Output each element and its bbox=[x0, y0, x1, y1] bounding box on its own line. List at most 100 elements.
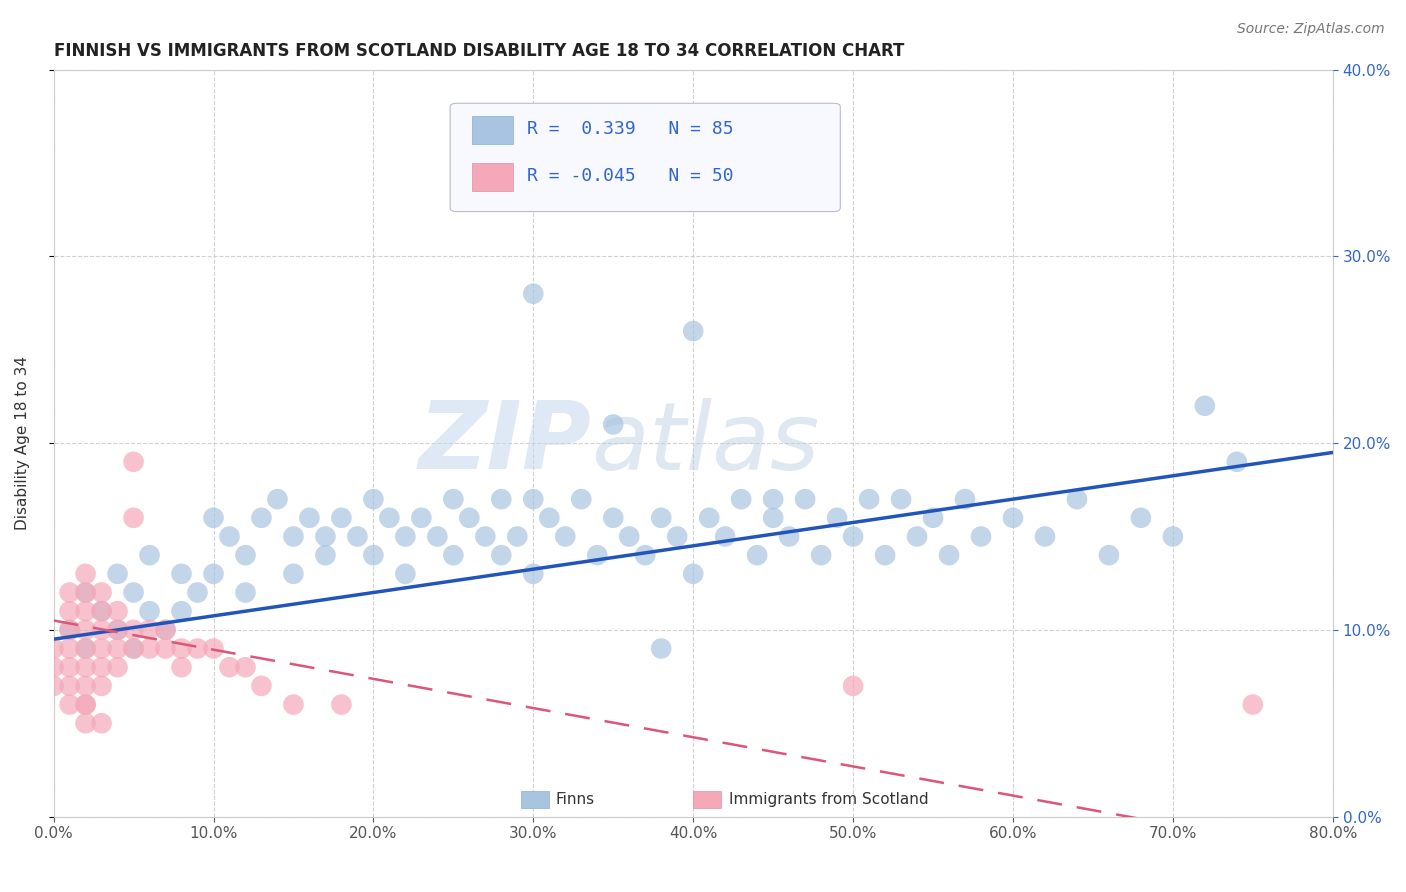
Point bbox=[426, 529, 449, 543]
Point bbox=[75, 641, 97, 656]
Point bbox=[218, 660, 240, 674]
Point bbox=[330, 511, 353, 525]
Point bbox=[602, 511, 624, 525]
Bar bbox=[693, 791, 721, 807]
Point bbox=[586, 548, 609, 562]
Point bbox=[682, 566, 704, 581]
Point bbox=[59, 641, 82, 656]
Point bbox=[682, 324, 704, 338]
Point bbox=[394, 529, 416, 543]
Point bbox=[59, 660, 82, 674]
FancyBboxPatch shape bbox=[450, 103, 841, 211]
Point bbox=[59, 604, 82, 618]
Point bbox=[842, 679, 865, 693]
Bar bbox=[472, 116, 513, 145]
Point bbox=[75, 585, 97, 599]
Point bbox=[1033, 529, 1056, 543]
Text: Finns: Finns bbox=[555, 792, 595, 807]
Point bbox=[730, 492, 752, 507]
Point bbox=[59, 698, 82, 712]
Point bbox=[170, 566, 193, 581]
Point bbox=[858, 492, 880, 507]
Point bbox=[90, 604, 112, 618]
Point bbox=[522, 286, 544, 301]
Point bbox=[363, 548, 385, 562]
Point bbox=[411, 511, 433, 525]
Point bbox=[842, 529, 865, 543]
Point bbox=[90, 585, 112, 599]
Point bbox=[75, 716, 97, 731]
Point bbox=[538, 511, 561, 525]
Point bbox=[107, 641, 129, 656]
Text: Source: ZipAtlas.com: Source: ZipAtlas.com bbox=[1237, 22, 1385, 37]
Point bbox=[474, 529, 496, 543]
Point bbox=[650, 511, 672, 525]
Point bbox=[747, 548, 769, 562]
Point bbox=[569, 492, 592, 507]
Text: Immigrants from Scotland: Immigrants from Scotland bbox=[730, 792, 928, 807]
Text: atlas: atlas bbox=[591, 398, 820, 489]
Point bbox=[778, 529, 800, 543]
Point bbox=[235, 660, 257, 674]
Point bbox=[1098, 548, 1121, 562]
Point bbox=[762, 511, 785, 525]
Point bbox=[762, 492, 785, 507]
Point bbox=[75, 585, 97, 599]
Point bbox=[59, 623, 82, 637]
Point bbox=[59, 623, 82, 637]
Point bbox=[170, 641, 193, 656]
Point bbox=[922, 511, 945, 525]
Point bbox=[1161, 529, 1184, 543]
Point bbox=[90, 604, 112, 618]
Y-axis label: Disability Age 18 to 34: Disability Age 18 to 34 bbox=[15, 356, 30, 530]
Point bbox=[90, 623, 112, 637]
Point bbox=[75, 698, 97, 712]
Point bbox=[522, 566, 544, 581]
Point bbox=[202, 566, 225, 581]
Point bbox=[330, 698, 353, 712]
Point bbox=[122, 585, 145, 599]
Point bbox=[75, 604, 97, 618]
Point bbox=[283, 566, 305, 581]
Point bbox=[283, 698, 305, 712]
Point bbox=[90, 660, 112, 674]
Text: FINNISH VS IMMIGRANTS FROM SCOTLAND DISABILITY AGE 18 TO 34 CORRELATION CHART: FINNISH VS IMMIGRANTS FROM SCOTLAND DISA… bbox=[53, 42, 904, 60]
Point bbox=[75, 566, 97, 581]
Point bbox=[666, 529, 689, 543]
Point bbox=[394, 566, 416, 581]
Point bbox=[75, 641, 97, 656]
Point bbox=[202, 511, 225, 525]
Point bbox=[250, 511, 273, 525]
Point bbox=[107, 566, 129, 581]
Point bbox=[107, 660, 129, 674]
Point bbox=[186, 585, 208, 599]
Point bbox=[218, 529, 240, 543]
Point bbox=[75, 623, 97, 637]
Point bbox=[873, 548, 896, 562]
Point bbox=[75, 679, 97, 693]
Point bbox=[75, 660, 97, 674]
Point bbox=[138, 548, 160, 562]
Point bbox=[107, 604, 129, 618]
Point bbox=[506, 529, 529, 543]
Point bbox=[59, 679, 82, 693]
Point bbox=[155, 623, 177, 637]
Point bbox=[250, 679, 273, 693]
Point bbox=[458, 511, 481, 525]
Point bbox=[1001, 511, 1024, 525]
Point bbox=[1066, 492, 1088, 507]
Bar bbox=[472, 163, 513, 192]
Point bbox=[122, 623, 145, 637]
Point bbox=[42, 679, 65, 693]
Point bbox=[1241, 698, 1264, 712]
Point bbox=[107, 623, 129, 637]
Text: R =  0.339   N = 85: R = 0.339 N = 85 bbox=[527, 120, 734, 137]
Point bbox=[298, 511, 321, 525]
Point bbox=[522, 492, 544, 507]
Point bbox=[90, 716, 112, 731]
Point bbox=[346, 529, 368, 543]
Point bbox=[602, 417, 624, 432]
Point bbox=[155, 623, 177, 637]
Point bbox=[170, 604, 193, 618]
Point bbox=[378, 511, 401, 525]
